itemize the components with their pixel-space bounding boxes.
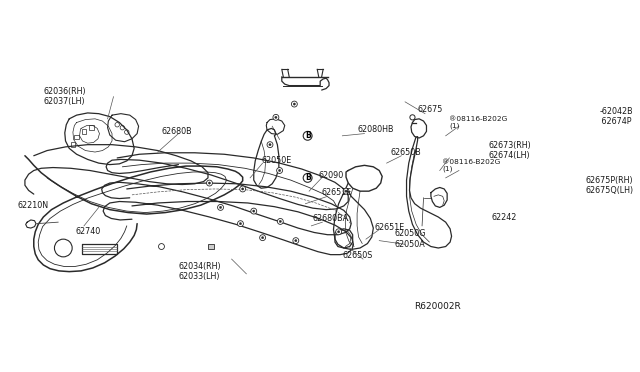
Text: 62080HB: 62080HB: [358, 125, 394, 134]
Bar: [70, 142, 75, 147]
Circle shape: [345, 190, 347, 192]
Circle shape: [293, 238, 299, 244]
Circle shape: [276, 167, 282, 173]
Text: B: B: [305, 131, 310, 140]
Text: B: B: [305, 173, 310, 182]
Text: 62651E: 62651E: [375, 223, 405, 232]
Text: 62675: 62675: [418, 105, 443, 114]
Bar: [74, 135, 79, 140]
Circle shape: [239, 222, 241, 225]
Text: 62034(RH)
62033(LH): 62034(RH) 62033(LH): [179, 262, 221, 281]
Circle shape: [293, 103, 296, 105]
Circle shape: [336, 229, 342, 235]
Text: 62650B: 62650B: [390, 148, 421, 157]
Circle shape: [337, 231, 340, 233]
Bar: [89, 125, 93, 130]
Text: 62740: 62740: [75, 227, 100, 236]
Circle shape: [275, 116, 277, 118]
Circle shape: [291, 101, 298, 107]
Circle shape: [240, 186, 246, 192]
Circle shape: [237, 221, 243, 227]
Circle shape: [207, 180, 212, 186]
Circle shape: [277, 218, 284, 224]
Circle shape: [294, 240, 297, 242]
Text: 62680BA: 62680BA: [313, 214, 349, 223]
Text: 62673(RH)
62674(LH): 62673(RH) 62674(LH): [488, 141, 531, 160]
Text: 62680B: 62680B: [161, 127, 192, 136]
Circle shape: [218, 205, 223, 210]
Circle shape: [253, 210, 255, 212]
Circle shape: [343, 188, 349, 194]
Circle shape: [273, 115, 279, 120]
Text: 62650S: 62650S: [342, 251, 372, 260]
Text: 62651E: 62651E: [322, 188, 352, 197]
Text: 62050G
62050A: 62050G 62050A: [394, 230, 426, 249]
Text: R620002R: R620002R: [413, 302, 460, 311]
Circle shape: [303, 131, 312, 140]
Circle shape: [220, 206, 221, 209]
Circle shape: [260, 235, 266, 241]
Text: -62042B
 62674P: -62042B 62674P: [599, 107, 633, 126]
Circle shape: [241, 188, 244, 190]
Text: ®08116-B202G
(1): ®08116-B202G (1): [442, 158, 500, 172]
Text: ®08116-B202G
(1): ®08116-B202G (1): [449, 116, 508, 129]
Text: 62675P(RH)
62675Q(LH): 62675P(RH) 62675Q(LH): [586, 176, 634, 195]
Text: 62050E: 62050E: [261, 156, 291, 166]
Circle shape: [251, 208, 257, 214]
Bar: [208, 244, 214, 250]
Circle shape: [278, 169, 281, 171]
Circle shape: [262, 237, 264, 239]
Circle shape: [269, 144, 271, 146]
Text: 62090: 62090: [319, 171, 344, 180]
Text: 62036(RH)
62037(LH): 62036(RH) 62037(LH): [44, 87, 86, 106]
Circle shape: [267, 142, 273, 148]
Circle shape: [279, 220, 282, 222]
Bar: [82, 129, 86, 134]
Text: 62242: 62242: [492, 212, 517, 221]
Circle shape: [209, 182, 211, 184]
Text: 62210N: 62210N: [17, 201, 49, 210]
Circle shape: [303, 173, 312, 182]
